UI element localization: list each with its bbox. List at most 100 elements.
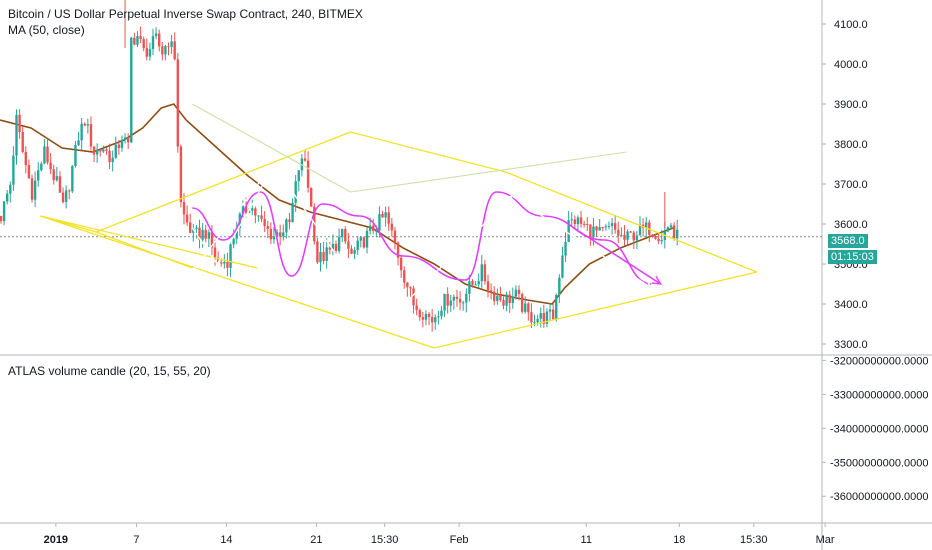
pattern-line bbox=[505, 171, 758, 273]
time-tick-label: Feb bbox=[450, 534, 469, 546]
price-candle-body bbox=[483, 264, 487, 282]
price-candle-body bbox=[406, 282, 409, 288]
price-candle-body bbox=[30, 178, 34, 200]
time-tick-label: 11 bbox=[581, 534, 592, 546]
time-tick-label: 15:30 bbox=[740, 534, 768, 546]
price-candle-body bbox=[64, 190, 68, 203]
price-candle-body bbox=[241, 206, 245, 214]
price-candle-body bbox=[424, 313, 428, 320]
price-candle-body bbox=[347, 241, 350, 249]
price-candle-body bbox=[558, 277, 561, 296]
price-candle-body bbox=[474, 284, 477, 286]
price-candle-body bbox=[154, 33, 158, 37]
indicator-legend[interactable]: ATLAS volume candle (20, 15, 55, 20) bbox=[8, 364, 211, 378]
price-candle-body bbox=[613, 223, 617, 230]
price-candle-body bbox=[480, 264, 483, 282]
price-candle-body bbox=[629, 231, 632, 233]
ma-legend[interactable]: MA (50, close) bbox=[8, 23, 85, 37]
price-tick-label: 4000.0 bbox=[834, 59, 868, 71]
price-candle-body bbox=[443, 293, 446, 311]
price-candle-body bbox=[415, 305, 418, 311]
price-candle-body bbox=[446, 293, 449, 306]
price-candle-body bbox=[576, 217, 580, 225]
price-candle-body bbox=[179, 146, 183, 203]
price-candle-body bbox=[328, 247, 331, 250]
pattern-line bbox=[350, 131, 506, 173]
last-price-tag: 3568.0 bbox=[828, 234, 868, 248]
price-tick-label: 3400.0 bbox=[834, 299, 868, 311]
price-candle-body bbox=[524, 303, 527, 312]
price-candle-body bbox=[24, 151, 28, 165]
price-candle-body bbox=[210, 232, 214, 248]
price-candle-body bbox=[334, 243, 338, 251]
price-candle-body bbox=[21, 131, 24, 152]
drawing-annotations bbox=[40, 103, 758, 349]
price-axis[interactable]: 4100.04000.03900.03800.03700.03600.03500… bbox=[822, 19, 868, 351]
price-candle-body bbox=[133, 37, 136, 45]
price-candle-body bbox=[6, 193, 9, 202]
price-tick-label: 3600.0 bbox=[834, 219, 868, 231]
price-candle-body bbox=[130, 37, 133, 143]
pattern-line bbox=[40, 215, 97, 233]
price-candle-body bbox=[89, 124, 93, 147]
price-candle-body bbox=[201, 229, 204, 240]
price-candle-body bbox=[117, 144, 121, 149]
price-candle-body bbox=[316, 241, 319, 263]
price-candle-body bbox=[167, 46, 170, 48]
price-candle-body bbox=[368, 225, 372, 231]
price-candle-body bbox=[102, 149, 105, 152]
price-candle-body bbox=[164, 46, 167, 55]
pale-line bbox=[350, 151, 627, 193]
price-candle-body bbox=[666, 227, 670, 232]
chart-title[interactable]: Bitcoin / US Dollar Perpetual Inverse Sw… bbox=[8, 7, 363, 21]
price-candle-body bbox=[372, 225, 375, 231]
time-axis[interactable]: 2019 7 14 21 15:30 Feb 11 18 15:30 Mar bbox=[44, 523, 835, 546]
price-candle-body bbox=[548, 309, 552, 312]
pattern-line bbox=[40, 215, 435, 349]
price-candle-body bbox=[542, 313, 546, 324]
time-tick-label: 14 bbox=[220, 534, 232, 546]
zigzag-line bbox=[191, 162, 652, 326]
price-candle-body bbox=[427, 313, 431, 318]
pattern-line bbox=[434, 271, 758, 349]
arrow-head bbox=[265, 164, 274, 176]
price-candle-body bbox=[502, 300, 505, 306]
price-candle-body bbox=[185, 214, 189, 223]
price-candle-body bbox=[189, 222, 192, 233]
price-candle-body bbox=[126, 137, 130, 143]
price-candle-body bbox=[654, 235, 657, 239]
price-candle-body bbox=[384, 212, 387, 218]
price-candle-body bbox=[412, 288, 415, 306]
price-candle-body bbox=[496, 295, 499, 301]
price-candle-body bbox=[111, 157, 114, 163]
price-candle-body bbox=[399, 257, 403, 271]
price-candle-body bbox=[272, 236, 276, 240]
indicator-axis[interactable]: -32000000000.0000 -33000000000.0000 -34000… bbox=[822, 355, 928, 503]
price-candle-body bbox=[468, 281, 471, 294]
price-candle-body bbox=[244, 206, 248, 213]
price-candle-body bbox=[508, 294, 511, 303]
price-candle-body bbox=[288, 219, 291, 223]
price-candle-body bbox=[421, 317, 425, 320]
price-tick-label: 3900.0 bbox=[834, 99, 868, 111]
price-candle-body bbox=[533, 322, 536, 324]
price-candle-body bbox=[120, 139, 124, 149]
price-candle-body bbox=[136, 36, 139, 45]
price-candle-body bbox=[458, 298, 462, 303]
price-candle-body bbox=[365, 230, 369, 248]
price-candle-body bbox=[505, 294, 508, 306]
price-candle-body bbox=[337, 237, 341, 251]
price-candle-body bbox=[672, 225, 676, 239]
price-candle-body bbox=[536, 318, 539, 323]
price-candle-body bbox=[105, 149, 108, 151]
price-candle-body bbox=[517, 289, 521, 295]
price-candle-body bbox=[434, 317, 437, 323]
price-candle-body bbox=[254, 208, 257, 216]
pattern-curve bbox=[192, 191, 652, 285]
price-candle-body bbox=[235, 228, 238, 239]
price-candle-body bbox=[297, 170, 300, 182]
price-candle-body bbox=[251, 208, 254, 211]
